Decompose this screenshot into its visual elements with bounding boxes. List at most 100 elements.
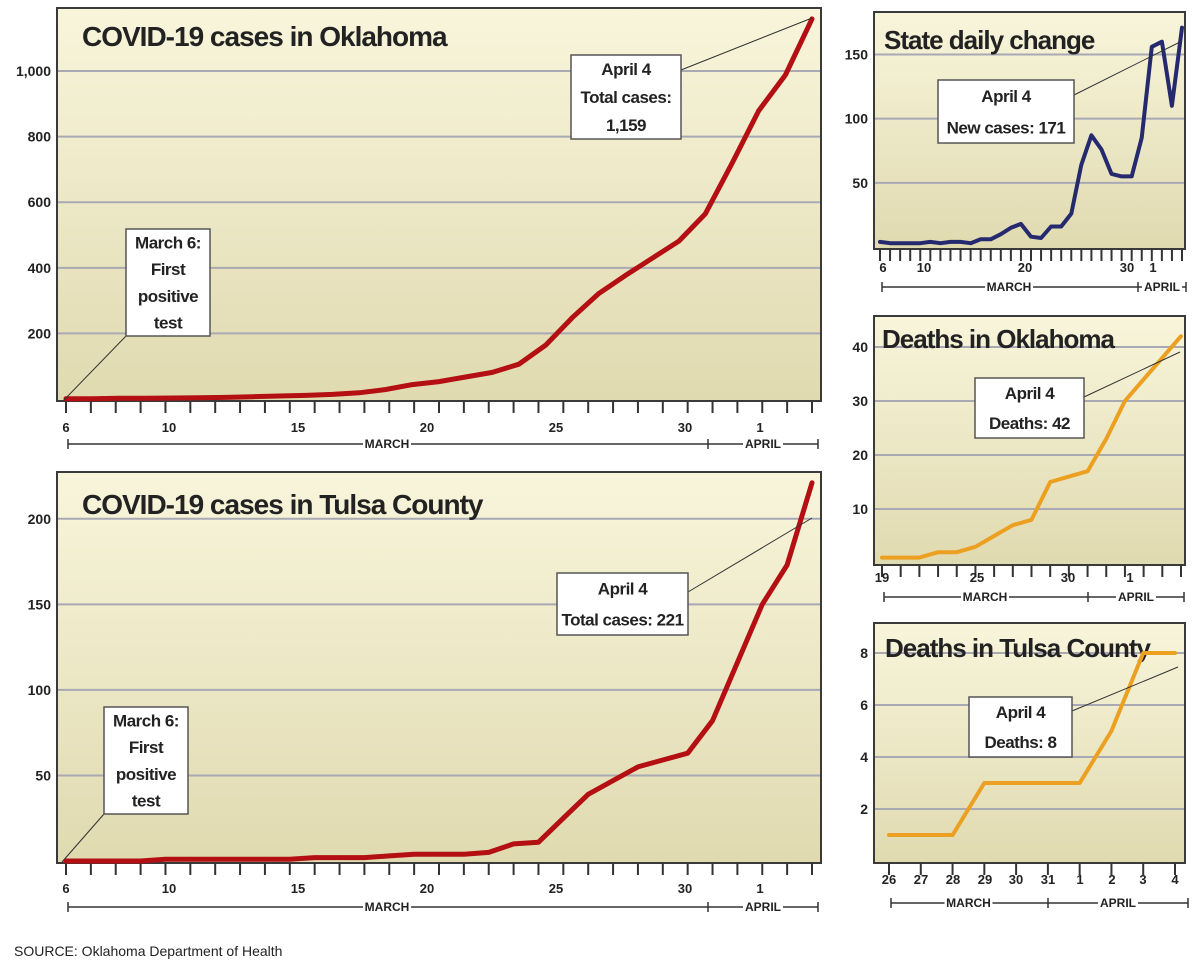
plot-panel: [873, 315, 1186, 566]
source-note: SOURCE: Oklahoma Department of Health: [14, 943, 283, 959]
month-label-bg: [743, 436, 783, 450]
series-line: [880, 334, 1183, 560]
month-label-bg: [743, 899, 783, 913]
x-tick-label: 30: [1120, 260, 1134, 275]
annotation-text: positive: [138, 287, 198, 306]
annotation-text: 1,159: [606, 116, 646, 135]
y-tick-label: 10: [852, 501, 868, 517]
x-tick-label: 25: [970, 570, 984, 585]
month-label: MARCH: [963, 590, 1008, 604]
y-tick-label: 20: [852, 447, 868, 463]
annotation-text: April 4: [996, 703, 1046, 722]
chart-title: Deaths in Tulsa County: [885, 633, 1152, 663]
y-tick-label: 400: [28, 260, 52, 276]
y-tick-label: 4: [860, 749, 868, 765]
x-tick-label: 1: [1149, 260, 1156, 275]
series-line: [63, 16, 815, 402]
x-tick-label: 1: [756, 881, 763, 896]
annotation-box: [974, 377, 1085, 439]
annotation-box: [937, 79, 1075, 144]
month-label: APRIL: [1144, 280, 1180, 294]
y-tick-label: 6: [860, 697, 868, 713]
chart-title: COVID-19 cases in Oklahoma: [82, 21, 448, 52]
annotation-text: March 6:: [135, 233, 201, 252]
annotation-text: positive: [116, 765, 176, 784]
annotation-leader: [680, 17, 813, 71]
y-tick-label: 1,000: [16, 63, 51, 79]
annotation-text: Total cases: 221: [561, 611, 683, 630]
month-label: MARCH: [365, 900, 410, 914]
y-tick-label: 50: [35, 767, 51, 783]
month-label-bg: [944, 895, 993, 909]
month-label-bg: [1116, 589, 1156, 603]
annotation-text: April 4: [601, 60, 651, 79]
month-label-bg: [985, 279, 1033, 293]
annotation-text: March 6:: [113, 711, 179, 730]
chart-ok-cases: 200 400 600 800 1,000 6 10 15 20 25 30 1 MARCH APRIL C…: [16, 7, 822, 451]
chart-title: COVID-19 cases in Tulsa County: [82, 489, 484, 520]
annotation-text: test: [132, 792, 161, 811]
x-tick-label: 25: [549, 420, 563, 435]
month-label: APRIL: [745, 900, 781, 914]
plot-panel: [56, 7, 822, 402]
x-tick-label: 28: [946, 872, 960, 887]
y-tick-label: 2: [860, 801, 868, 817]
x-tick-label: 10: [917, 260, 931, 275]
x-tick-label: 15: [291, 420, 305, 435]
annotation-text: Deaths: 42: [989, 414, 1070, 433]
y-tick-label: 100: [28, 682, 52, 698]
chart-tulsa-deaths: 2 4 6 8 26 27 28 29 30 31 1 2 3 4 MARCH APRIL Deaths in …: [860, 622, 1189, 910]
y-tick-label: 200: [28, 511, 52, 527]
month-label: APRIL: [1118, 590, 1154, 604]
x-tick-label: 27: [914, 872, 928, 887]
x-tick-label: 3: [1139, 872, 1146, 887]
month-label: MARCH: [365, 437, 410, 451]
month-label: APRIL: [1100, 896, 1136, 910]
annotation-leader: [1073, 41, 1181, 96]
annotation-leader: [61, 813, 105, 863]
annotation-text: April 4: [598, 580, 648, 599]
x-tick-label: 29: [978, 872, 992, 887]
annotation-text: April 4: [981, 87, 1031, 106]
series-line: [887, 651, 1177, 837]
series-line: [63, 480, 815, 864]
x-tick-label: 25: [549, 881, 563, 896]
x-tick-label: 4: [1171, 872, 1179, 887]
y-tick-label: 600: [28, 194, 52, 210]
x-tick-label: 20: [420, 881, 434, 896]
x-tick-label: 6: [62, 881, 69, 896]
y-tick-label: 800: [28, 129, 52, 145]
x-tick-label: 10: [162, 881, 176, 896]
chart-title: Deaths in Oklahoma: [882, 324, 1115, 354]
y-tick-label: 8: [860, 645, 868, 661]
annotation-text: First: [151, 260, 186, 279]
x-tick-label: 6: [62, 420, 69, 435]
y-tick-label: 150: [845, 47, 869, 63]
month-label: MARCH: [987, 280, 1032, 294]
month-label: APRIL: [745, 437, 781, 451]
month-label-bg: [1142, 279, 1182, 293]
x-tick-label: 1: [1126, 570, 1133, 585]
annotation-text: Total cases:: [580, 88, 671, 107]
annotation-text: Deaths: 8: [984, 733, 1056, 752]
annotation-text: New cases: 171: [947, 118, 1066, 137]
chart-ok-deaths: 10 20 30 40 19 25 30 1 MARCH APRIL Deaths in Oklah…: [852, 315, 1186, 604]
series-line: [878, 25, 1184, 246]
x-tick-label: 31: [1041, 872, 1055, 887]
month-label-bg: [363, 436, 411, 450]
x-tick-label: 19: [875, 570, 889, 585]
annotation-leader: [687, 517, 813, 593]
x-tick-label: 20: [1018, 260, 1032, 275]
annotation-leader: [63, 335, 127, 401]
x-tick-label: 15: [291, 881, 305, 896]
x-tick-label: 10: [162, 420, 176, 435]
annotation-text: April 4: [1005, 384, 1055, 403]
x-tick-label: 30: [1061, 570, 1075, 585]
annotation-leader: [1071, 666, 1179, 712]
y-tick-label: 100: [845, 111, 869, 127]
y-tick-label: 50: [852, 175, 868, 191]
x-tick-label: 1: [1076, 872, 1083, 887]
annotation-box: [125, 228, 211, 337]
month-label: MARCH: [946, 896, 991, 910]
x-tick-label: 2: [1108, 872, 1115, 887]
